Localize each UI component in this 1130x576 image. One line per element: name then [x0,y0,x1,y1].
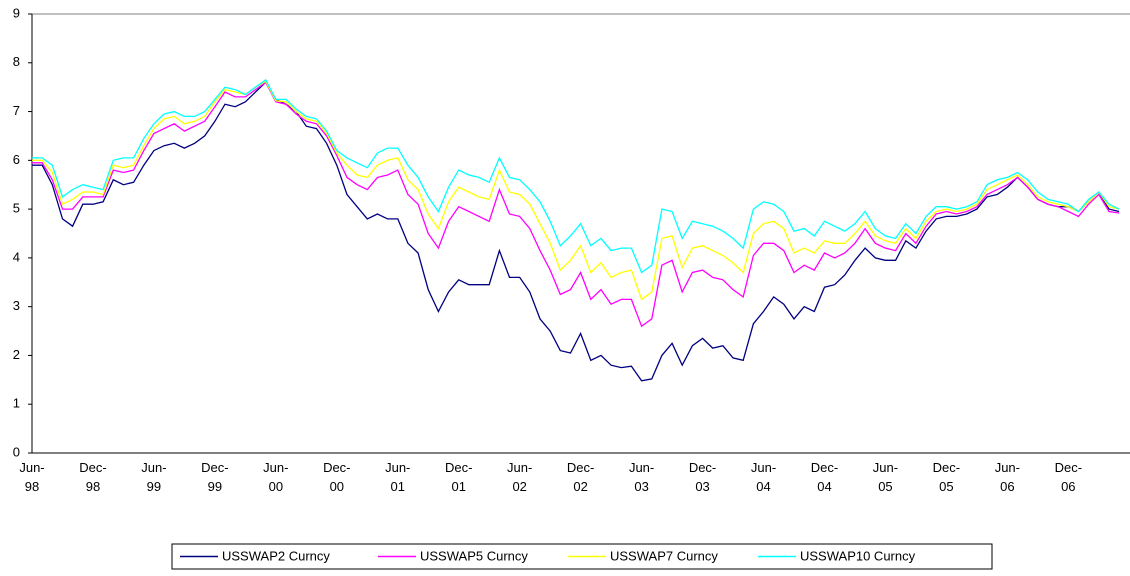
x-tick-label: Jun-01 [385,460,411,494]
y-tick-label: 5 [13,201,20,216]
x-tick-label: Jun-00 [263,460,289,494]
x-tick-label: Dec-99 [201,460,229,494]
x-tick-label: Jun-03 [628,460,655,494]
x-tick-label: Jun-98 [19,460,45,494]
y-tick-label: 9 [13,5,20,20]
y-tick-label: 4 [13,249,20,264]
x-tick-label: Dec-00 [323,460,351,494]
series-line [32,81,1120,328]
series-line [32,78,1120,274]
x-tick-label: Dec-04 [810,460,839,494]
y-tick-label: 2 [13,347,20,362]
series-line [32,80,1120,301]
y-tick-label: 3 [13,298,20,313]
legend-label: USSWAP5 Curncy [420,548,528,563]
legend-label: USSWAP2 Curncy [222,548,330,563]
x-tick-label: Jun-02 [507,460,533,494]
x-tick-label: Dec-01 [444,460,473,494]
legend-label: USSWAP10 Curncy [800,548,916,563]
y-tick-label: 8 [13,54,20,69]
x-tick-label: Dec-03 [688,460,717,494]
x-tick-label: Jun-99 [141,460,167,494]
x-tick-label: Jun-05 [872,460,899,494]
x-tick-label: Dec-06 [1054,460,1083,494]
x-tick-label: Jun-04 [750,460,777,494]
y-tick-label: 1 [13,396,20,411]
y-tick-label: 7 [13,103,20,118]
x-tick-label: Dec-02 [566,460,595,494]
y-tick-label: 0 [13,444,20,459]
series-line [32,81,1120,382]
x-tick-label: Dec-98 [79,460,107,494]
x-tick-label: Jun-06 [994,460,1020,494]
x-tick-label: Dec-05 [932,460,961,494]
y-tick-label: 6 [13,152,20,167]
legend-label: USSWAP7 Curncy [610,548,718,563]
